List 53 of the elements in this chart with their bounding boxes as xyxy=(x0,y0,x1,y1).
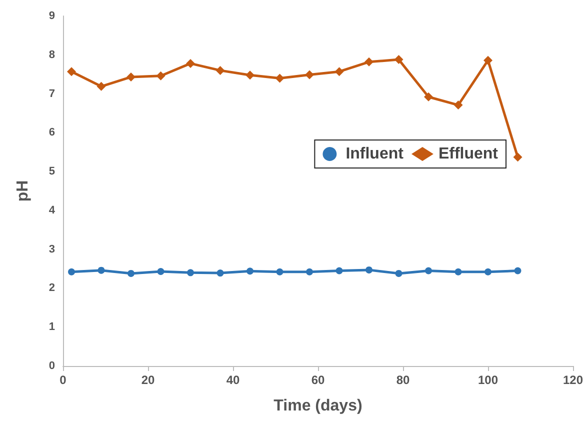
x-tick-label: 100 xyxy=(478,373,498,387)
point xyxy=(187,269,194,276)
x-tick-label: 20 xyxy=(141,373,155,387)
point xyxy=(276,268,284,276)
point xyxy=(513,152,522,162)
point xyxy=(304,70,314,80)
y-tick-label: 7 xyxy=(48,88,55,100)
point xyxy=(128,270,134,277)
y-tick-label: 3 xyxy=(48,243,55,256)
point xyxy=(424,92,433,102)
point xyxy=(96,82,106,91)
y-tick-label: 8 xyxy=(48,48,55,61)
point xyxy=(216,270,224,277)
x-tick-label: 60 xyxy=(311,373,325,387)
legend-label: Influent xyxy=(346,146,404,162)
point xyxy=(98,266,105,274)
point xyxy=(68,268,75,276)
point xyxy=(186,58,195,68)
point xyxy=(395,270,402,277)
point xyxy=(245,70,254,80)
x-tick-label: 120 xyxy=(562,373,584,387)
point xyxy=(514,267,522,274)
point xyxy=(484,268,492,276)
point xyxy=(364,57,374,66)
y-tick-label: 1 xyxy=(48,321,55,334)
point xyxy=(67,67,76,76)
y-tick-label: 4 xyxy=(48,204,56,216)
point xyxy=(483,56,492,65)
point xyxy=(156,71,166,80)
point xyxy=(366,266,372,274)
x-tick-label: 80 xyxy=(396,373,410,387)
point xyxy=(126,72,136,82)
point xyxy=(216,66,225,75)
point xyxy=(246,268,254,275)
point xyxy=(336,267,343,274)
point xyxy=(454,100,463,110)
y-tick-label: 5 xyxy=(48,166,55,178)
point xyxy=(157,268,164,275)
point xyxy=(334,67,344,76)
x-tick-label: 0 xyxy=(60,373,67,387)
y-tick-label: 2 xyxy=(48,282,55,294)
y-tick-label: 6 xyxy=(48,126,55,139)
point xyxy=(306,268,313,276)
x-tick-label: 40 xyxy=(226,373,240,387)
y-tick-label: 9 xyxy=(48,10,55,22)
point xyxy=(454,268,462,276)
point xyxy=(425,267,432,274)
y-axis-title: pH xyxy=(14,180,32,202)
y-tick-label: 0 xyxy=(48,360,55,372)
legend-label: Effluent xyxy=(438,146,499,162)
point xyxy=(275,74,284,83)
x-axis-title: Time (days) xyxy=(274,398,362,414)
point xyxy=(394,55,404,64)
